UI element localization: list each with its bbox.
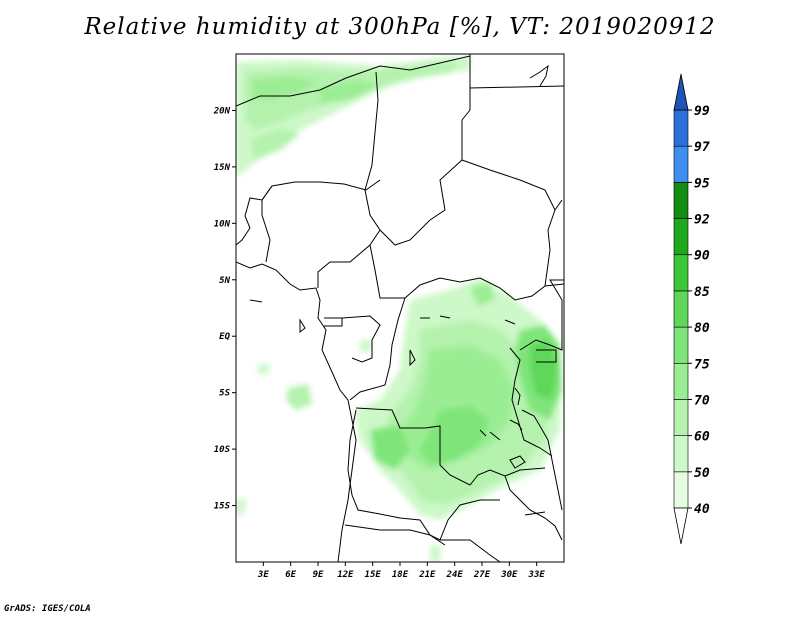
lat-tick-label: 10N: [214, 219, 231, 229]
lon-tick-label: 12E: [337, 570, 354, 580]
colorbar-segment: [673, 399, 689, 436]
lon-tick-label: 30E: [500, 570, 518, 580]
colorbar-segment: [673, 254, 689, 292]
lat-tick-label: 15N: [214, 163, 231, 173]
lon-tick-label: 24E: [446, 570, 464, 580]
colorbar-segment: [673, 471, 689, 509]
colorbar-lower-arrow: [673, 507, 689, 545]
colorbar-segment: [673, 182, 689, 219]
colorbar-label: 80: [694, 321, 710, 336]
colorbar-segment: [673, 362, 689, 400]
colorbar-label: 99: [694, 104, 710, 119]
humidity-shading: [236, 56, 562, 562]
colorbar-label: 85: [694, 285, 710, 300]
lon-tick-label: 33E: [528, 570, 546, 580]
colorbar-label: 40: [694, 502, 710, 517]
country-borders: [236, 54, 564, 562]
colorbar-segment: [673, 218, 689, 256]
lat-tick-label: 5S: [219, 389, 230, 399]
colorbar-label: 60: [694, 430, 710, 445]
lat-tick-label: 20N: [213, 106, 231, 116]
colorbar-segment: [673, 290, 689, 328]
lon-tick-label: 18E: [392, 570, 409, 580]
colorbar-label: 97: [694, 140, 710, 155]
colorbar-label: 75: [694, 357, 710, 372]
colorbar-segment: [673, 109, 689, 147]
colorbar-label: 70: [694, 393, 710, 408]
colorbar-label: 90: [694, 249, 710, 264]
lon-tick-label: 9E: [313, 570, 324, 580]
lon-tick-label: 6E: [285, 570, 296, 580]
colorbar-label: 50: [694, 466, 710, 481]
lon-tick-label: 3E: [257, 570, 269, 580]
lon-tick-label: 21E: [418, 570, 436, 580]
grads-credit: GrADS: IGES/COLA: [4, 604, 91, 614]
lat-tick-label: 5N: [219, 276, 230, 286]
colorbar-segment: [673, 145, 689, 183]
colorbar-segment: [673, 435, 689, 473]
lon-tick-label: 15E: [365, 570, 382, 580]
colorbar-label: 92: [694, 213, 710, 228]
lat-tick-label: EQ: [219, 332, 230, 342]
colorbar-upper-arrow: [673, 73, 689, 111]
colorbar: 40 50 60 70 75 80 85 90 92 95 97 99: [673, 73, 710, 545]
lon-tick-label: 27E: [473, 570, 491, 580]
lat-tick-label: 10S: [214, 445, 231, 455]
colorbar-segment: [673, 326, 689, 364]
map-title: Relative humidity at 300hPa [%], VT: 201…: [84, 14, 716, 40]
colorbar-label: 95: [694, 176, 710, 191]
lat-tick-label: 15S: [214, 502, 231, 512]
